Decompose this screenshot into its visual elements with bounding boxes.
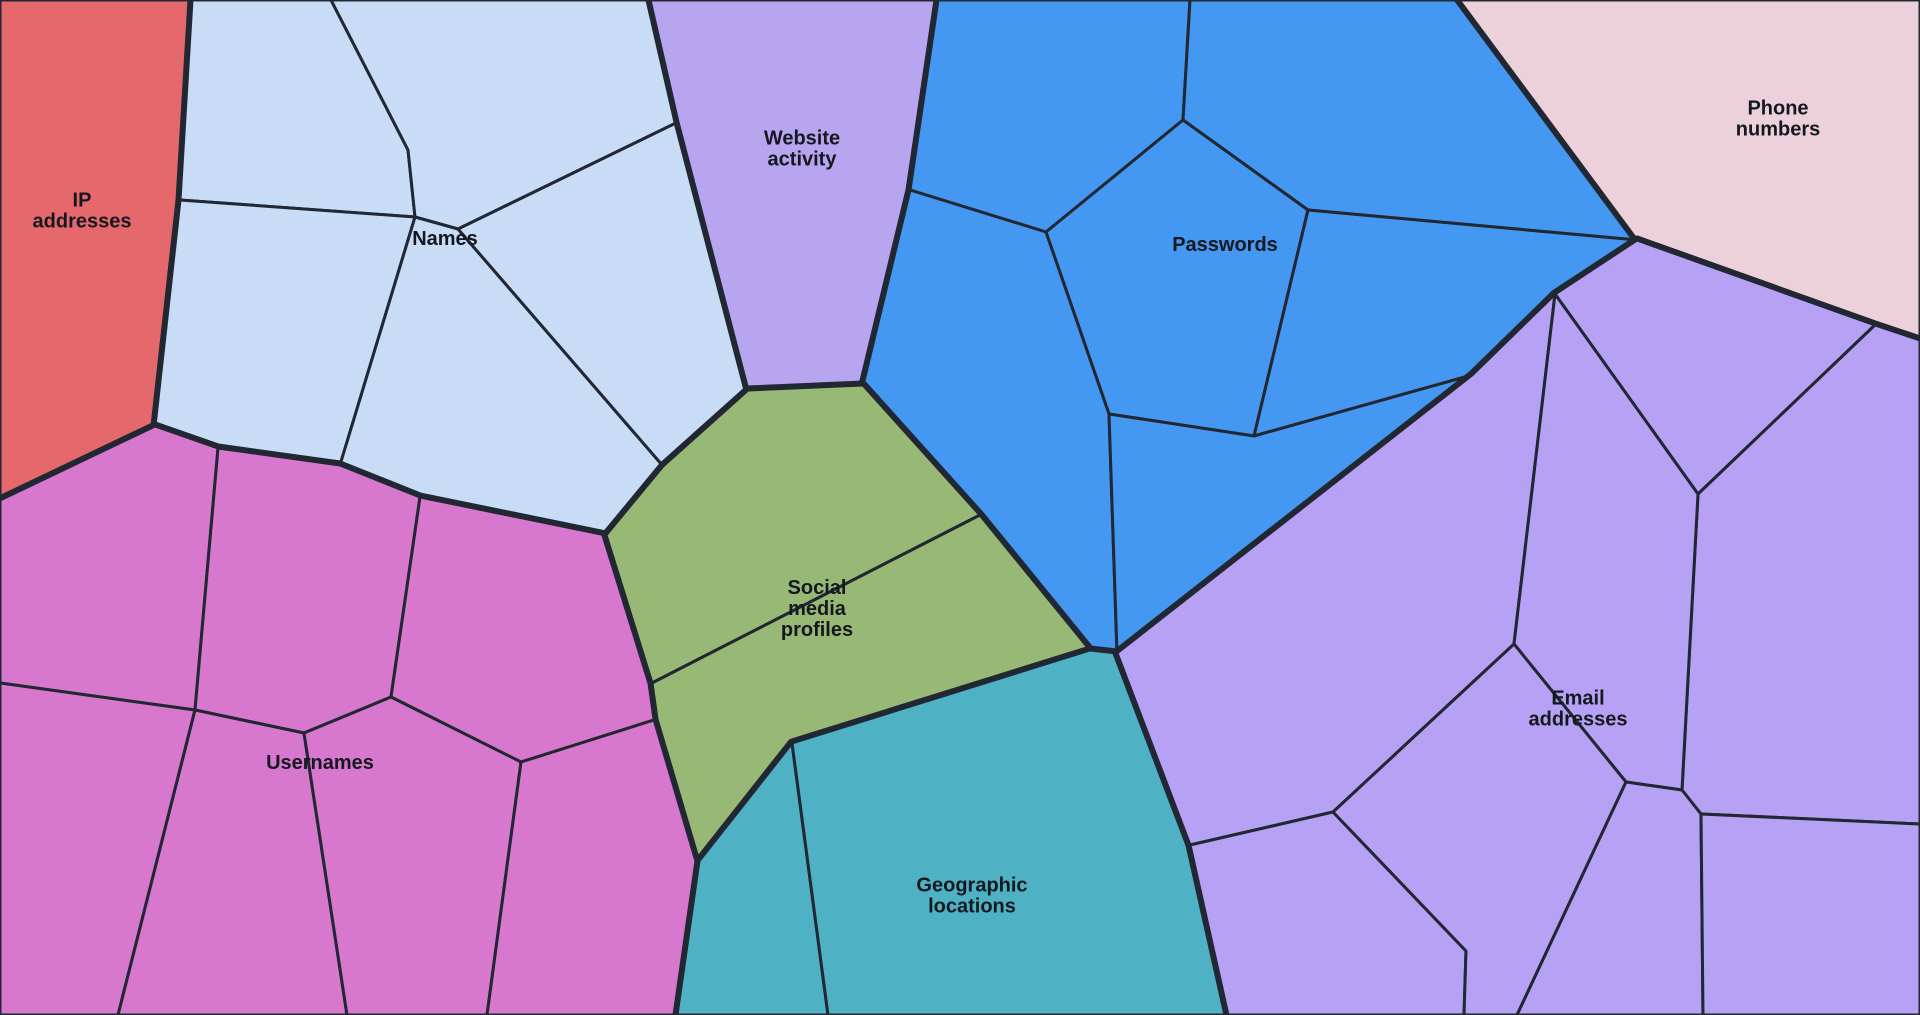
region-social-media-profiles: Social media profiles — [601, 380, 1095, 866]
cell-geographic-locations-1[interactable] — [675, 741, 830, 1015]
cell-usernames-2[interactable] — [193, 446, 422, 735]
region-website-activity: Website activity — [645, 0, 943, 395]
region-email-addresses: Email addresses — [1112, 235, 1920, 1015]
cell-usernames-4[interactable] — [0, 681, 197, 1015]
cell-email-addresses-6[interactable] — [1331, 642, 1628, 1015]
cell-usernames-5[interactable] — [116, 708, 349, 1015]
region-usernames: Usernames — [0, 421, 704, 1015]
region-geographic-locations: Geographic locations — [672, 645, 1233, 1015]
cell-email-addresses-8[interactable] — [1699, 812, 1920, 1015]
region-ip-addresses: IP addresses — [0, 0, 197, 505]
